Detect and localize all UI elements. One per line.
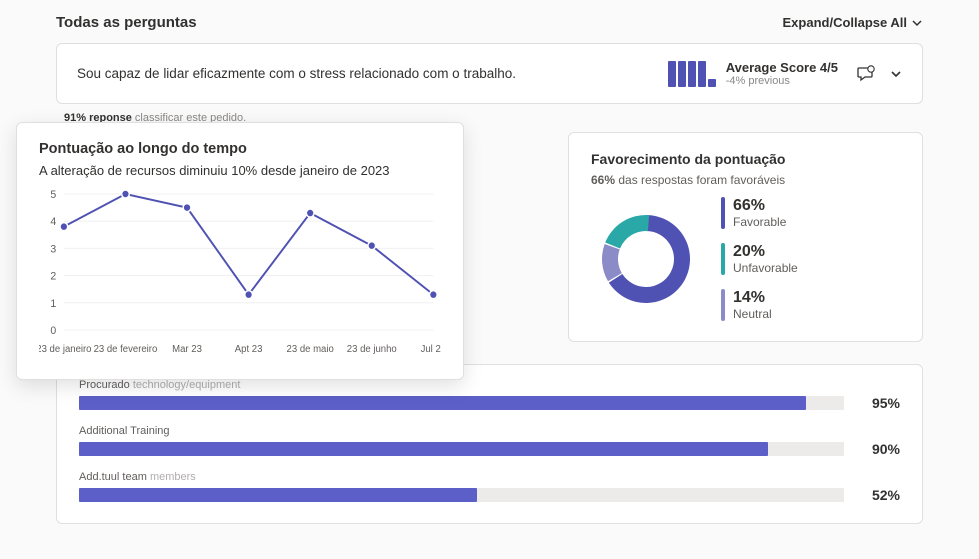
svg-text:Jul 23: Jul 23 <box>421 344 441 355</box>
avg-score-text: Average Score 4/5 -4% previous <box>726 60 838 87</box>
favorability-panel: Favorecimento da pontuação 66% das respo… <box>568 132 923 342</box>
svg-text:4: 4 <box>50 216 56 228</box>
svg-text:3: 3 <box>50 243 56 255</box>
expand-collapse-all-button[interactable]: Expand/Collapse All <box>783 15 924 30</box>
hbar-value: 95% <box>860 395 900 411</box>
hbar-fill <box>79 396 806 410</box>
favorability-subtitle: 66% das respostas foram favoráveis <box>591 173 900 187</box>
favorability-legend: 66%Favorable 20%Unfavorable 14%Neutral <box>721 197 900 321</box>
svg-text:1: 1 <box>50 298 56 310</box>
svg-text:Apt 23: Apt 23 <box>235 344 263 355</box>
legend-item: 20%Unfavorable <box>721 243 821 275</box>
hbar-row: Add.tuul team members 52% <box>79 471 900 503</box>
svg-text:5: 5 <box>50 189 56 201</box>
question-card: Sou capaz de lidar eficazmente com o str… <box>56 43 923 104</box>
favorability-sub-pct: 66% <box>591 173 615 187</box>
favorability-donut <box>591 204 701 314</box>
expand-collapse-label: Expand/Collapse All <box>783 15 908 30</box>
avg-score-label: Average Score 4/5 <box>726 60 838 75</box>
svg-text:23 de maio: 23 de maio <box>287 344 335 355</box>
legend-item: 14%Neutral <box>721 289 821 321</box>
svg-text:Mar 23: Mar 23 <box>172 344 202 355</box>
score-over-time-title: Pontuação ao longo do tempo <box>39 141 441 157</box>
hbar-value: 52% <box>860 487 900 503</box>
favorability-sub-rest: das respostas foram favoráveis <box>615 173 785 187</box>
hbar-track <box>79 488 844 502</box>
legend-item: 66%Favorable <box>721 197 821 229</box>
avg-score-sub: -4% previous <box>726 75 838 87</box>
svg-text:23 de fevereiro: 23 de fevereiro <box>94 344 158 355</box>
favorability-title: Favorecimento da pontuação <box>591 151 900 167</box>
hbar-label: Add.tuul team members <box>79 471 900 483</box>
hbar-row: Procurado technology/equipment 95% <box>79 379 900 411</box>
svg-text:2: 2 <box>50 270 56 282</box>
horizontal-bars-panel: Procurado technology/equipment 95% Addit… <box>56 364 923 524</box>
chevron-down-icon <box>911 17 923 29</box>
avg-score-bars <box>668 61 716 87</box>
svg-text:23 de junho: 23 de junho <box>347 344 397 355</box>
page-title: Todas as perguntas <box>56 14 197 31</box>
hbar-track <box>79 442 844 456</box>
hbar-track <box>79 396 844 410</box>
hbar-label: Additional Training <box>79 425 900 437</box>
score-over-time-subtitle: A alteração de recursos diminuiu 10% des… <box>39 163 441 178</box>
svg-text:0: 0 <box>50 325 56 337</box>
average-score-block: Average Score 4/5 -4% previous <box>668 60 838 87</box>
score-over-time-panel: Pontuação ao longo do tempo A alteração … <box>16 122 464 380</box>
collapse-card-button[interactable] <box>890 68 902 80</box>
comments-icon[interactable] <box>856 64 876 84</box>
hbar-fill <box>79 488 477 502</box>
hbar-value: 90% <box>860 441 900 457</box>
hbar-row: Additional Training 90% <box>79 425 900 457</box>
score-line-chart: 0 1 2 3 4 5 23 de janeiro23 de fevereiro Mar 23… <box>39 188 441 358</box>
question-text: Sou capaz de lidar eficazmente com o str… <box>77 66 650 81</box>
hbar-label: Procurado technology/equipment <box>79 379 900 391</box>
hbar-fill <box>79 442 768 456</box>
svg-text:23 de janeiro: 23 de janeiro <box>39 344 92 355</box>
